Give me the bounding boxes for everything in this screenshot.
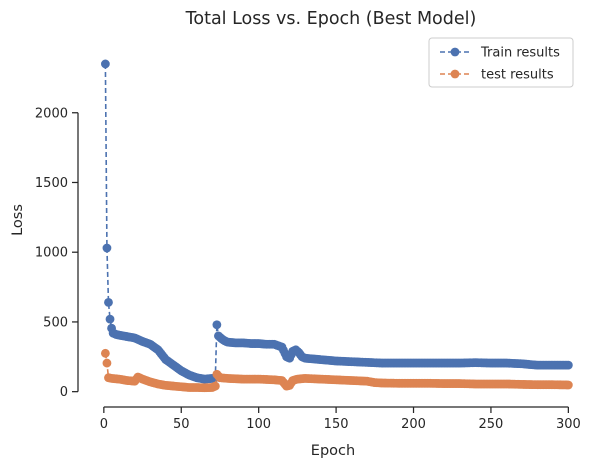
legend-marker-train-results [450, 47, 460, 57]
data-point [104, 298, 113, 307]
series-line-train-results [104, 63, 569, 380]
data-point [102, 243, 112, 253]
data-point [100, 59, 110, 69]
data-point [105, 314, 115, 324]
x-tick-label: 250 [479, 417, 504, 432]
y-tick-label: 500 [43, 315, 68, 330]
x-tick-label: 50 [173, 417, 190, 432]
data-point [563, 380, 573, 390]
x-tick-label: 200 [401, 417, 426, 432]
x-tick-label: 0 [100, 417, 108, 432]
x-tick-label: 300 [556, 417, 581, 432]
legend-marker-test-results [450, 69, 460, 79]
plot-area [100, 59, 573, 393]
x-tick-label: 150 [324, 417, 349, 432]
data-point [212, 320, 222, 330]
chart-title: Total Loss vs. Epoch (Best Model) [185, 9, 477, 29]
series-train-results [100, 59, 573, 384]
x-axis: 0 50 100 150 200 250 300 [100, 406, 581, 432]
y-axis: 0 500 1000 1500 2000 [35, 106, 79, 400]
series-test-results [100, 348, 573, 393]
y-tick-label: 1500 [35, 176, 68, 191]
y-axis-title: Loss [10, 204, 26, 236]
legend-label-train-results: Train results [480, 46, 560, 61]
y-tick-label: 0 [60, 385, 68, 400]
data-point [210, 381, 220, 391]
x-axis-title: Epoch [311, 443, 355, 459]
data-point [100, 348, 110, 358]
y-tick-label: 1000 [35, 246, 68, 261]
y-tick-label: 2000 [35, 106, 68, 121]
data-point [102, 358, 112, 368]
legend: Train results test results [428, 37, 574, 88]
x-tick-label: 100 [246, 417, 271, 432]
legend-label-test-results: test results [481, 68, 554, 83]
data-point [563, 360, 573, 370]
